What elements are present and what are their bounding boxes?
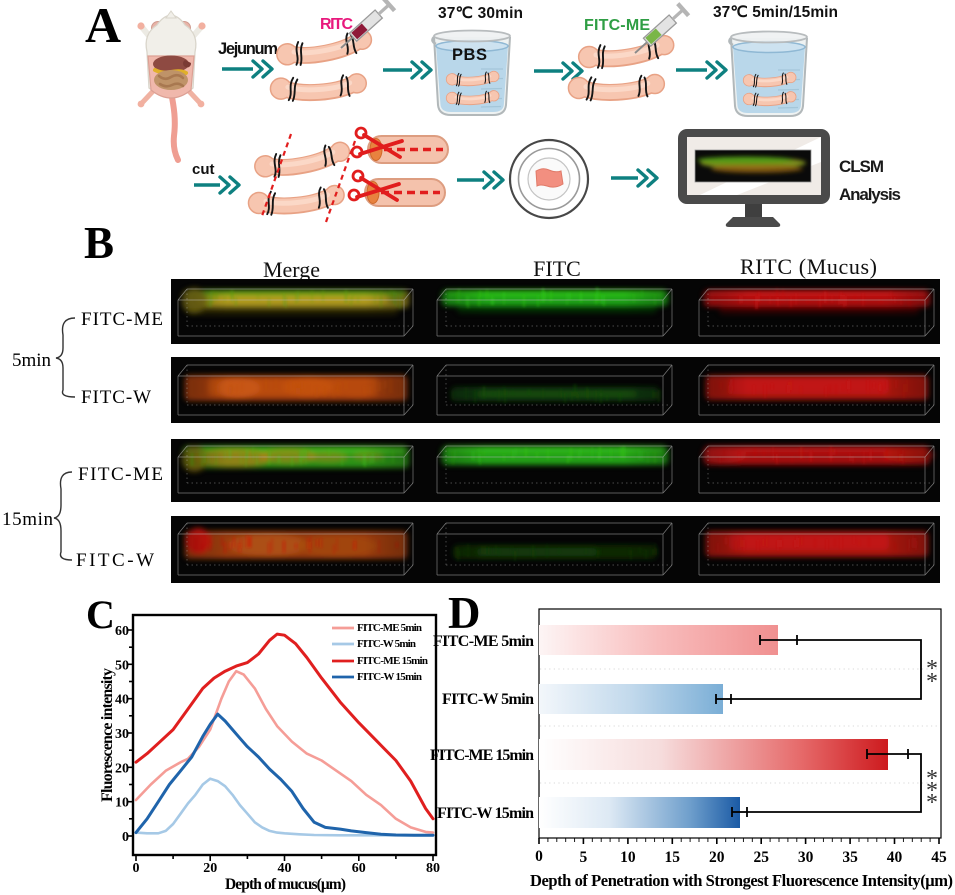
svg-text:Jejunum: Jejunum: [218, 40, 278, 58]
svg-text:10: 10: [115, 796, 129, 811]
svg-text:15: 15: [665, 849, 681, 866]
svg-text:0: 0: [122, 830, 129, 845]
svg-text:FITC-W 5min: FITC-W 5min: [357, 638, 416, 650]
svg-text:40: 40: [278, 861, 292, 876]
svg-text:FITC-ME 15min: FITC-ME 15min: [357, 655, 428, 667]
svg-text:FITC-W 5min: FITC-W 5min: [442, 691, 534, 708]
svg-text:30: 30: [798, 849, 814, 866]
svg-text:A: A: [85, 0, 121, 53]
svg-text:40: 40: [115, 693, 129, 708]
svg-text:Depth of Penetration with Stro: Depth of Penetration with Strongest Fluo…: [530, 871, 953, 890]
svg-text:PBS: PBS: [452, 46, 487, 64]
svg-text:FITC-ME 5min: FITC-ME 5min: [433, 633, 534, 650]
svg-text:50: 50: [115, 658, 129, 673]
svg-text:Merge: Merge: [263, 257, 320, 282]
svg-text:20: 20: [203, 861, 217, 876]
svg-text:35: 35: [842, 849, 858, 866]
svg-text:0: 0: [133, 861, 140, 876]
svg-text:RITC (Mucus): RITC (Mucus): [740, 254, 877, 279]
svg-text:B: B: [84, 218, 114, 268]
svg-text:*: *: [926, 669, 938, 695]
svg-text:0: 0: [535, 848, 543, 865]
svg-text:FITC-ME: FITC-ME: [81, 309, 163, 330]
svg-text:25: 25: [753, 849, 769, 866]
svg-text:cut: cut: [192, 161, 215, 178]
svg-text:20: 20: [115, 761, 129, 776]
svg-text:FITC-ME: FITC-ME: [584, 17, 650, 34]
svg-text:*: *: [926, 790, 938, 816]
svg-text:*: *: [926, 778, 938, 804]
svg-text:80: 80: [426, 861, 440, 876]
svg-text:*: *: [926, 766, 938, 792]
svg-text:60: 60: [115, 624, 129, 639]
svg-text:FITC-ME 15min: FITC-ME 15min: [430, 747, 534, 764]
svg-text:CLSM: CLSM: [839, 157, 884, 176]
svg-text:D: D: [448, 588, 481, 638]
svg-text:60: 60: [352, 861, 366, 876]
svg-text:Fluorescence intensity: Fluorescence intensity: [99, 668, 116, 802]
svg-text:15min: 15min: [2, 509, 54, 530]
svg-text:20: 20: [709, 849, 725, 866]
svg-text:FITC-W: FITC-W: [81, 387, 151, 408]
svg-text:37℃ 5min/15min: 37℃ 5min/15min: [713, 4, 838, 21]
svg-text:FITC-W 15min: FITC-W 15min: [357, 671, 422, 683]
svg-text:*: *: [926, 656, 938, 682]
svg-text:40: 40: [887, 849, 903, 866]
svg-text:5: 5: [580, 849, 588, 866]
svg-text:FITC: FITC: [533, 256, 581, 281]
svg-text:45: 45: [931, 849, 947, 866]
svg-text:FITC-ME: FITC-ME: [78, 464, 163, 485]
svg-text:5min: 5min: [12, 350, 52, 371]
svg-text:Depth of mucus(μm): Depth of mucus(μm): [225, 876, 346, 893]
svg-text:FITC-W 15min: FITC-W 15min: [437, 805, 534, 822]
svg-text:10: 10: [620, 849, 636, 866]
svg-text:30: 30: [115, 727, 129, 742]
svg-text:C: C: [86, 592, 115, 637]
svg-text:FITC-W: FITC-W: [76, 550, 154, 571]
svg-text:37℃ 30min: 37℃ 30min: [438, 5, 523, 22]
svg-text:Analysis: Analysis: [839, 185, 901, 204]
svg-text:RITC: RITC: [320, 16, 353, 33]
svg-text:FITC-ME 5min: FITC-ME 5min: [357, 622, 422, 634]
